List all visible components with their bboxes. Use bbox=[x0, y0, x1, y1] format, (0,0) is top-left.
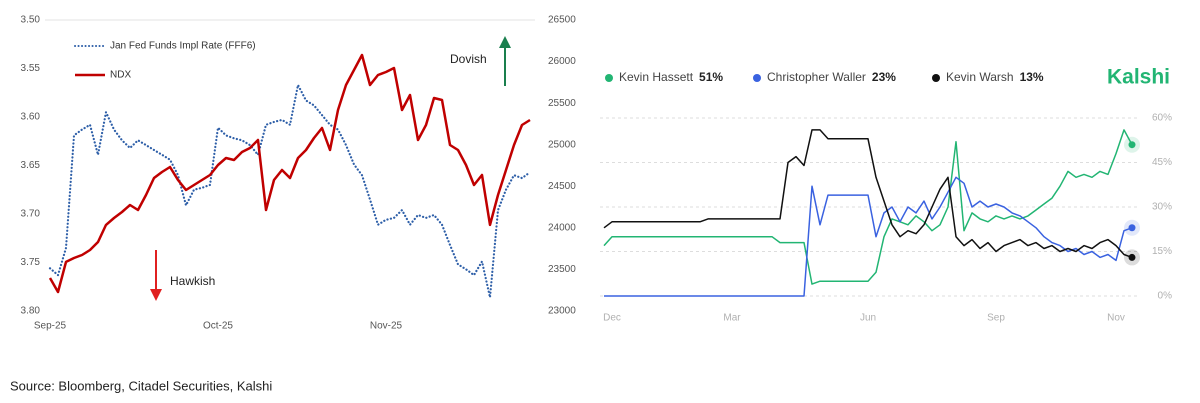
legend-label: Jan Fed Funds Impl Rate (FFF6) bbox=[110, 41, 256, 52]
y2-tick-label: 24000 bbox=[548, 222, 576, 233]
legend-value: 13% bbox=[1020, 70, 1044, 84]
y-tick-label: 3.75 bbox=[21, 257, 41, 268]
y-tick-label: 3.55 bbox=[21, 63, 41, 74]
legend-label: NDX bbox=[110, 70, 131, 81]
y2-tick-label: 26500 bbox=[548, 15, 576, 26]
series-line bbox=[48, 53, 531, 294]
legend-value: 51% bbox=[699, 70, 723, 84]
annotation: Dovish bbox=[450, 52, 487, 66]
legend-swatch bbox=[932, 74, 940, 82]
legend-swatch bbox=[753, 74, 761, 82]
y-tick-label: 30% bbox=[1152, 202, 1172, 213]
end-dot bbox=[1128, 141, 1136, 149]
legend-swatch bbox=[605, 74, 613, 82]
series-line bbox=[603, 129, 1133, 259]
end-dot bbox=[1128, 253, 1136, 261]
x-tick-label: Sep-25 bbox=[34, 321, 67, 332]
y-tick-label: 3.50 bbox=[21, 15, 41, 26]
y-tick-label: 3.60 bbox=[21, 112, 41, 123]
y-tick-label: 60% bbox=[1152, 113, 1172, 124]
hawkish-arrow-head bbox=[150, 289, 162, 301]
y-tick-label: 0% bbox=[1158, 291, 1173, 302]
y-tick-label: 3.70 bbox=[21, 209, 41, 220]
x-tick-label: Jun bbox=[860, 313, 876, 324]
brand: Kalshi bbox=[1107, 66, 1170, 89]
y2-tick-label: 25500 bbox=[548, 98, 576, 109]
x-tick-label: Mar bbox=[723, 313, 741, 324]
x-tick-label: Sep bbox=[987, 313, 1005, 324]
y2-tick-label: 23500 bbox=[548, 264, 576, 275]
legend-value: 23% bbox=[872, 70, 896, 84]
legend-label: Kevin Hassett bbox=[619, 70, 694, 84]
x-tick-label: Dec bbox=[603, 313, 621, 324]
legend-label: Kevin Warsh bbox=[946, 70, 1014, 84]
legend-label: Christopher Waller bbox=[767, 70, 866, 84]
y2-tick-label: 26000 bbox=[548, 56, 576, 67]
y2-tick-label: 23000 bbox=[548, 306, 576, 317]
y2-tick-label: 24500 bbox=[548, 181, 576, 192]
y-tick-label: 45% bbox=[1152, 157, 1172, 168]
series-line bbox=[603, 129, 1133, 285]
y-tick-label: 15% bbox=[1152, 246, 1172, 257]
annotation: Hawkish bbox=[170, 274, 215, 288]
source: Source: Bloomberg, Citadel Securities, K… bbox=[10, 378, 272, 393]
y-tick-label: 3.65 bbox=[21, 160, 41, 171]
dovish-arrow-head bbox=[499, 36, 511, 48]
y2-tick-label: 25000 bbox=[548, 139, 576, 150]
series-line bbox=[48, 83, 532, 299]
x-tick-label: Nov bbox=[1107, 313, 1125, 324]
end-dot bbox=[1128, 224, 1136, 232]
x-tick-label: Nov-25 bbox=[370, 321, 403, 332]
x-tick-label: Oct-25 bbox=[203, 321, 233, 332]
series-line bbox=[604, 176, 1133, 297]
y-tick-label: 3.80 bbox=[21, 306, 41, 317]
